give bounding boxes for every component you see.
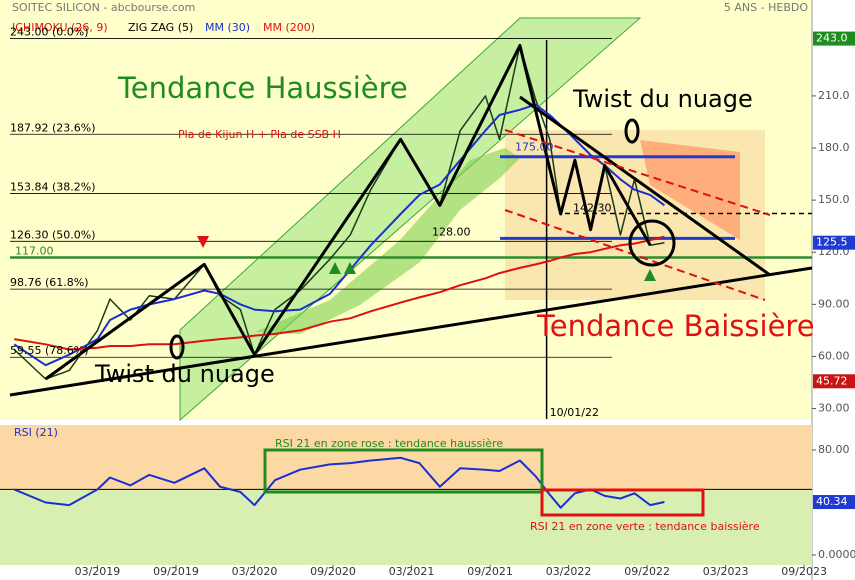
ichimoku-cloud bbox=[255, 148, 520, 334]
legend-entry: MM (30) bbox=[205, 21, 250, 34]
x-tick-label: 09/2021 bbox=[467, 565, 513, 578]
highlight-circle bbox=[628, 219, 676, 267]
y-tick-label: 30.00 bbox=[818, 402, 850, 415]
rsi-box bbox=[263, 448, 544, 494]
ichimoku-cloud bbox=[640, 140, 740, 240]
x-tick-label: 03/2023 bbox=[703, 565, 749, 578]
y-tick-label: 60.00 bbox=[818, 349, 850, 362]
value-marker-label: 243.0 bbox=[816, 32, 848, 45]
header-title: SOITEC SILICON - abcbourse.com bbox=[12, 1, 195, 14]
legend-ichimoku: ICHIMOKU (26, 9) bbox=[12, 21, 108, 34]
x-tick-label: 03/2022 bbox=[546, 565, 592, 578]
value-marker-label: 40.34 bbox=[816, 495, 848, 508]
channel-line bbox=[504, 129, 771, 216]
trend-line bbox=[9, 266, 813, 397]
value-marker-label: 45.72 bbox=[816, 374, 848, 387]
x-tick-label: 03/2021 bbox=[389, 565, 435, 578]
rsi-box bbox=[540, 488, 705, 517]
h-line-label: 142.30 bbox=[573, 202, 612, 215]
v-line-label: 10/01/22 bbox=[550, 406, 599, 419]
y-tick-label: 210.0 bbox=[818, 89, 850, 102]
value-marker bbox=[813, 31, 855, 46]
y-tick-label: 150.0 bbox=[818, 193, 850, 206]
x-tick-label: 09/2020 bbox=[310, 565, 356, 578]
fib-label: 59.55 (78.6%) bbox=[10, 344, 89, 357]
y-tick-label: 80.00 bbox=[818, 443, 850, 456]
zone-upper bbox=[0, 425, 812, 490]
up-arrow bbox=[644, 269, 656, 281]
annotation: RSI 21 en zone verte : tendance baissièr… bbox=[530, 520, 760, 533]
legend-entry: RSI (21) bbox=[14, 426, 58, 439]
value-marker bbox=[813, 495, 855, 510]
legend-entry: ZIG ZAG (5) bbox=[128, 21, 193, 34]
fib-label: 98.76 (61.8%) bbox=[10, 276, 89, 289]
zone-lower bbox=[0, 489, 812, 565]
up-arrow bbox=[329, 262, 341, 274]
series-line bbox=[44, 44, 652, 381]
y-tick-label: 180.0 bbox=[818, 141, 850, 154]
y-tick-label: 0.0000 bbox=[818, 548, 855, 561]
annotation: Twist du nuage bbox=[572, 85, 753, 113]
x-tick-label: 03/2019 bbox=[75, 565, 121, 578]
x-tick-label: 09/2019 bbox=[153, 565, 199, 578]
annotation: Twist du nuage bbox=[94, 360, 275, 388]
twist-marker bbox=[624, 118, 640, 144]
annotation: RSI 21 en zone rose : tendance haussière bbox=[275, 437, 503, 450]
value-marker bbox=[813, 235, 855, 250]
plot bbox=[0, 38, 812, 565]
header-period: 5 ANS - HEBDO bbox=[724, 1, 808, 14]
annotation: Tendance Baissière bbox=[536, 309, 815, 343]
twist-marker bbox=[169, 334, 185, 360]
legend-entry: MM (200) bbox=[263, 21, 315, 34]
h-line-label: 175.00 bbox=[515, 141, 554, 154]
fib-label: 243.00 (0.0%) bbox=[10, 26, 89, 39]
annotation: Pla de Kijun H + Pla de SSB H bbox=[178, 128, 341, 141]
x-tick-label: 09/2022 bbox=[624, 565, 670, 578]
fib-label: 153.84 (38.2%) bbox=[10, 180, 96, 193]
h-line-label: 128.00 bbox=[432, 225, 471, 238]
x-tick-label: 09/2023 bbox=[781, 565, 827, 578]
h-line-label: 117.00 bbox=[15, 244, 54, 257]
annotation: Tendance Haussière bbox=[117, 71, 408, 105]
y-tick-label: 90.00 bbox=[818, 297, 850, 310]
fib-label: 126.30 (50.0%) bbox=[10, 228, 96, 241]
value-marker-label: 125.5 bbox=[816, 236, 848, 249]
down-arrow bbox=[197, 236, 209, 248]
x-tick-label: 03/2020 bbox=[232, 565, 278, 578]
up-arrow bbox=[344, 262, 356, 274]
series-line bbox=[14, 235, 665, 351]
value-marker bbox=[813, 374, 855, 389]
trend-line bbox=[519, 95, 771, 277]
fib-label: 187.92 (23.6%) bbox=[10, 121, 96, 134]
series-line bbox=[13, 103, 665, 367]
